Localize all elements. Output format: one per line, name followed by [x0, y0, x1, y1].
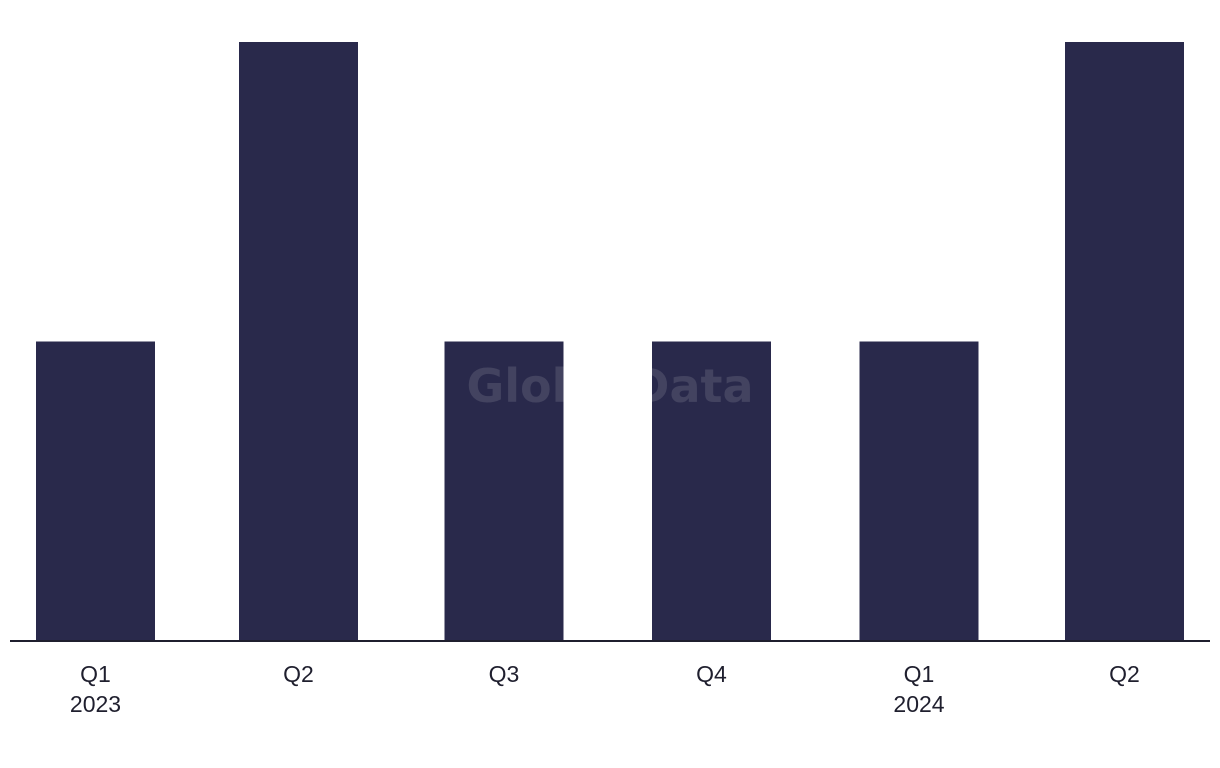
x-tick-label-quarter: Q3 [489, 661, 520, 687]
bars-group [36, 42, 1184, 641]
watermark: GlobalData [466, 359, 753, 413]
bar-q1-2024 [859, 341, 979, 641]
x-tick-labels: Q1 2023 Q2 Q3 Q4 Q1 2024 Q2 [70, 661, 1140, 717]
x-tick-label-quarter: Q1 [904, 661, 935, 687]
bar-q1-2023 [36, 341, 155, 641]
x-tick-label-year: 2023 [70, 691, 121, 717]
bar-q2-2024 [1065, 42, 1184, 641]
x-tick-label-quarter: Q1 [80, 661, 111, 687]
bar-q2-2023 [239, 42, 358, 641]
x-tick-label-quarter: Q2 [283, 661, 314, 687]
bar-q3-2023 [444, 341, 564, 641]
bar-q4-2023 [652, 341, 771, 641]
x-tick-label-year: 2024 [893, 691, 944, 717]
x-tick-label-quarter: Q2 [1109, 661, 1140, 687]
x-tick-label-quarter: Q4 [696, 661, 727, 687]
